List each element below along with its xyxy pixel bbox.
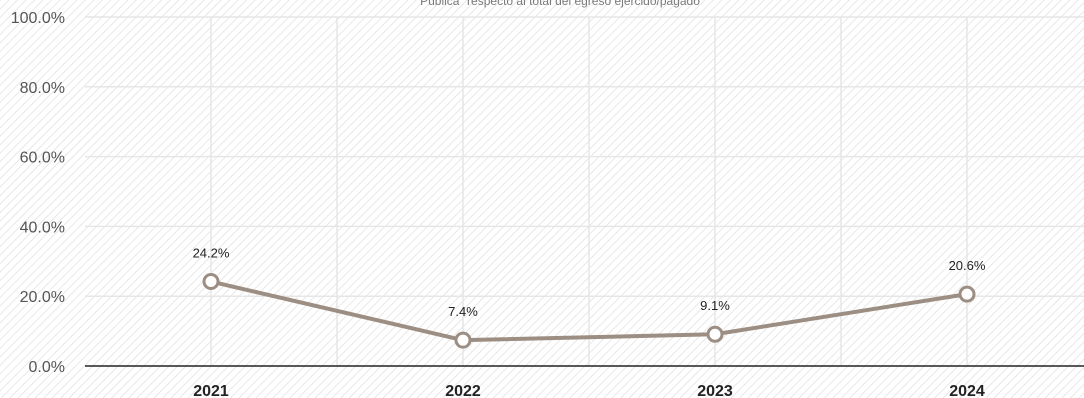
y-tick-label: 80.0% <box>20 80 65 97</box>
y-tick-label: 40.0% <box>20 219 65 236</box>
gridlines <box>85 16 1084 366</box>
x-tick-label: 2024 <box>949 383 985 398</box>
series-line: 24.2% 7.4% 9.1% 20.6% <box>193 246 986 349</box>
data-label: 7.4% <box>448 304 478 319</box>
data-label: 9.1% <box>700 298 730 313</box>
data-label: 20.6% <box>949 258 986 273</box>
data-point[interactable] <box>202 273 220 291</box>
series-polyline <box>210 279 968 343</box>
data-label: 24.2% <box>193 246 230 261</box>
y-tick-label: 60.0% <box>20 150 65 167</box>
data-point[interactable] <box>454 331 472 349</box>
x-axis: 2021 2022 2023 2024 <box>85 365 1084 398</box>
y-axis: 0.0% 20.0% 40.0% 60.0% 80.0% 100.0% <box>11 10 65 376</box>
data-point[interactable] <box>706 325 724 343</box>
y-tick-label: 20.0% <box>20 289 65 306</box>
y-tick-label: 100.0% <box>11 10 65 27</box>
x-tick-label: 2021 <box>193 383 229 398</box>
y-tick-label: 0.0% <box>29 359 65 376</box>
x-tick-label: 2022 <box>445 383 481 398</box>
x-tick-label: 2023 <box>697 383 733 398</box>
chart-subtitle: Pública" respecto al total del egreso ej… <box>420 0 700 8</box>
data-point[interactable] <box>958 285 976 303</box>
